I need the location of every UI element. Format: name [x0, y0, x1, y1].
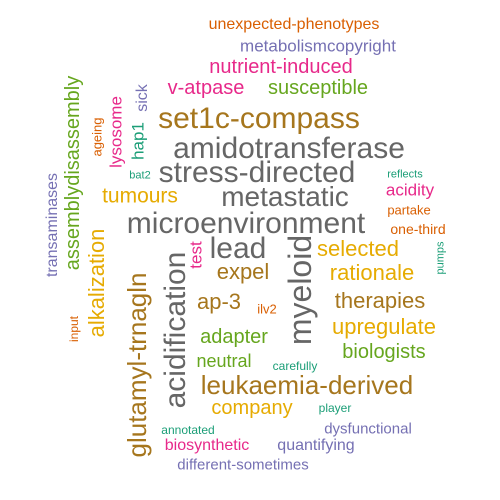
word-reflects: reflects	[387, 168, 423, 181]
word-leukaemia-derived: leukaemia-derived	[200, 370, 414, 400]
word-upregulate: upregulate	[332, 314, 436, 339]
word-annotated: annotated	[161, 423, 215, 437]
word-tumours: tumours	[102, 184, 178, 208]
word-v-atpase: v-atpase	[167, 77, 245, 99]
word-biologists: biologists	[342, 341, 426, 363]
word-biosynthetic: biosynthetic	[164, 437, 250, 454]
word-nutrient-induced: nutrient-induced	[209, 56, 353, 78]
word-input: input	[67, 315, 81, 343]
word-metastatic: metastatic	[221, 181, 349, 212]
word-sick: sick	[134, 84, 151, 112]
word-assemblydisassembly: assemblydisassembly	[62, 75, 84, 271]
word-bat2: bat2	[129, 169, 151, 182]
word-adapter: adapter	[200, 326, 268, 348]
word-therapies: therapies	[334, 288, 426, 313]
word-quantifying: quantifying	[277, 437, 355, 454]
word-myeloid: myeloid	[282, 234, 318, 346]
word-partake: partake	[387, 202, 431, 218]
word-acidity: acidity	[385, 180, 435, 200]
word-ilv2: ilv2	[257, 301, 277, 317]
word-dysfunctional: dysfunctional	[324, 420, 412, 438]
word-ageing: ageing	[89, 117, 105, 157]
word-hap1: hap1	[128, 122, 148, 160]
word-one-third: one-third	[390, 221, 446, 237]
word-carefully: carefully	[272, 359, 318, 373]
word-different-sometimes: different-sometimes	[177, 456, 309, 474]
word-set1c-compass: set1c-compass	[158, 102, 360, 135]
word-glutamyl-trnagln: glutamyl-trnagln	[122, 272, 152, 458]
word-amidotransferase: amidotransferase	[173, 132, 405, 165]
word-selected: selected	[317, 236, 399, 261]
word-unexpected-phenotypes: unexpected-phenotypes	[208, 16, 380, 33]
word-neutral: neutral	[196, 351, 252, 371]
word-susceptible: susceptible	[267, 77, 369, 99]
word-company: company	[211, 397, 293, 419]
word-lysosome: lysosome	[106, 96, 126, 168]
word-transaminases: transaminases	[44, 172, 61, 278]
word-ap-3: ap-3	[196, 289, 242, 314]
word-pumps: pumps	[434, 241, 447, 275]
word-expel: expel	[216, 259, 270, 284]
word-stress-directed: stress-directed	[158, 156, 356, 189]
word-metabolismcopyright: metabolismcopyright	[240, 36, 396, 56]
word-microenvironment: microenvironment	[126, 207, 366, 240]
word-alkalization: alkalization	[84, 228, 109, 338]
word-player: player	[318, 401, 352, 415]
word-acidification: acidification	[159, 251, 192, 409]
word-lead: lead	[209, 232, 267, 265]
word-rationale: rationale	[329, 260, 415, 285]
